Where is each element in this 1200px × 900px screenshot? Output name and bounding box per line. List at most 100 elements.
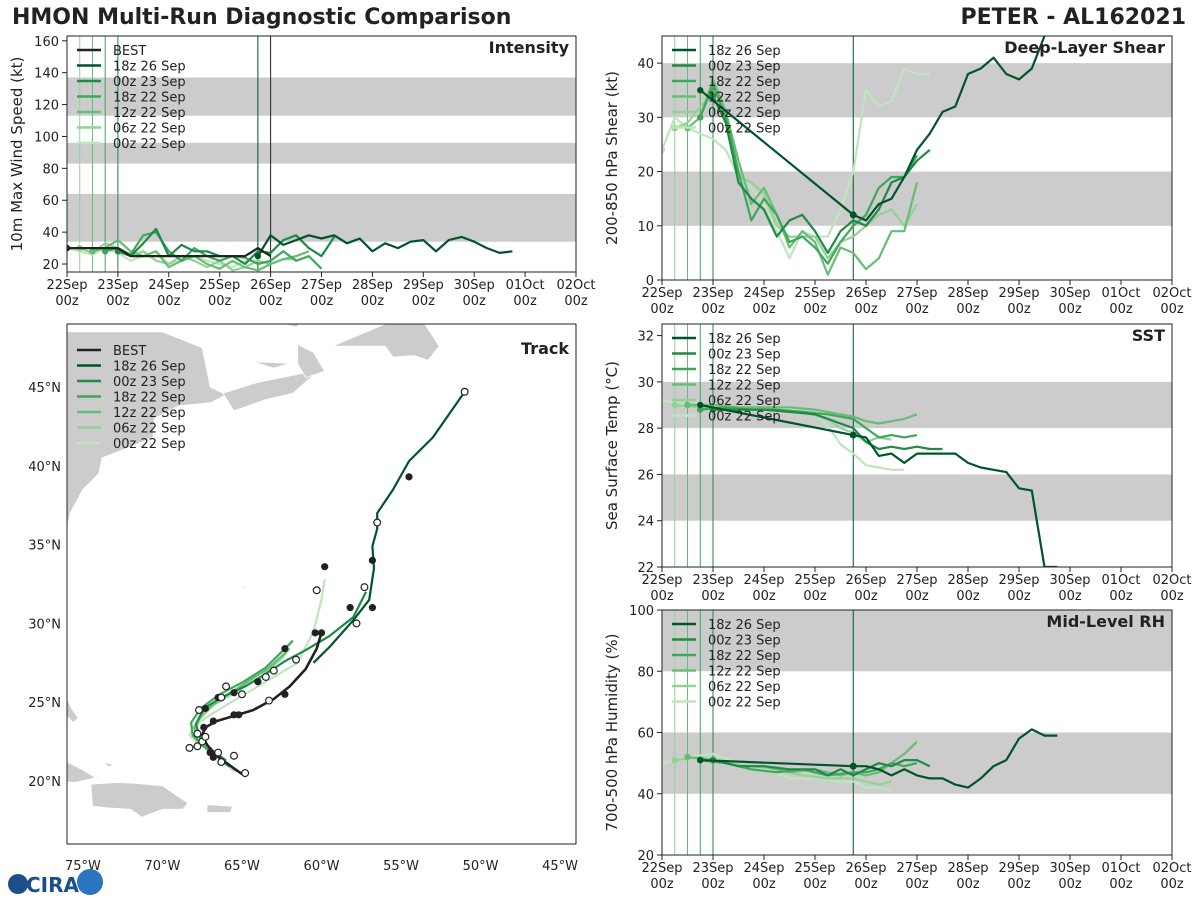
x-tick-hour-label: 00z — [803, 302, 827, 317]
y-tick-label: 10 — [637, 220, 654, 235]
legend-label: 18z 22 Sep — [113, 91, 186, 106]
x-tick-day-label: 02Oct — [556, 278, 595, 293]
legend-label: 00z 22 Sep — [708, 410, 781, 425]
y-tick-label: 40 — [637, 57, 654, 72]
x-tick-hour-label: 00z — [650, 589, 674, 604]
y-axis-label: Sea Surface Temp (°C) — [603, 361, 621, 530]
x-tick-day-label: 24Sep — [743, 861, 784, 876]
series-line-00z-23-sep — [712, 758, 931, 777]
track-point-filled — [254, 678, 262, 686]
track-point-filled — [209, 753, 217, 761]
logo-emblem-icon — [77, 869, 103, 895]
land-mass — [252, 361, 290, 369]
x-tick-hour-label: 00z — [1007, 589, 1031, 604]
panel-title: Track — [521, 339, 569, 358]
track-point-filled — [321, 563, 329, 571]
panel-rh: 2040608010022Sep00z23Sep00z24Sep00z25Sep… — [603, 604, 1192, 892]
x-tick-hour-label: 00z — [752, 589, 776, 604]
land-mass — [67, 331, 227, 529]
y-tick-label: 80 — [637, 665, 654, 680]
legend-label: BEST — [113, 44, 146, 59]
series-line-00z-22-sep — [662, 67, 930, 260]
legend-label: 06z 22 Sep — [708, 394, 781, 409]
x-tick-hour-label: 00z — [1160, 302, 1184, 317]
x-tick-day-label: 02Oct — [1152, 573, 1191, 588]
legend-label: 18z 22 Sep — [113, 391, 186, 406]
x-tick-day-label: 26Sep — [845, 573, 886, 588]
y-tick-label: 24 — [637, 515, 654, 530]
land-mass — [35, 806, 62, 817]
plot-area-intensity — [67, 36, 513, 272]
track-point-open — [292, 655, 301, 664]
x-tick-day-label: 30Sep — [1049, 286, 1090, 301]
y-tick-label: 80 — [42, 162, 59, 177]
series-line-18z-22-sep — [700, 759, 918, 777]
y-tick-label: 22 — [637, 561, 654, 576]
x-tick-hour-label: 00z — [956, 877, 980, 892]
lat-tick-label: 35°N — [28, 539, 61, 554]
legend-label: 00z 22 Sep — [708, 122, 781, 137]
y-tick-label: 30 — [637, 111, 654, 126]
x-tick-day-label: 24Sep — [743, 286, 784, 301]
land-mass — [67, 698, 79, 724]
legend-label: 12z 22 Sep — [113, 406, 186, 421]
track-point-filled — [281, 690, 289, 698]
legend-label: 06z 22 Sep — [708, 680, 781, 695]
shade-band — [662, 474, 1172, 521]
x-tick-day-label: 30Sep — [1049, 861, 1090, 876]
legend-label: 18z 26 Sep — [708, 618, 781, 633]
y-tick-label: 20 — [42, 258, 59, 273]
series-line-18z-26-sep — [256, 234, 513, 257]
x-tick-hour-label: 00z — [564, 294, 588, 309]
series-line-18z-26-sep — [699, 36, 1046, 222]
x-tick-hour-label: 00z — [361, 294, 385, 309]
series-start-point — [67, 244, 71, 252]
lon-tick-label: 60°W — [304, 859, 340, 874]
shade-band — [662, 610, 1172, 672]
legend-label: 06z 22 Sep — [113, 122, 186, 137]
track-point-open — [360, 583, 369, 592]
track-point-filled — [209, 717, 217, 725]
y-tick-label: 20 — [637, 166, 654, 181]
panel-intensity: 2040608010012014016022Sep00z23Sep00z24Se… — [8, 35, 596, 309]
series-line-00z-23-sep — [712, 95, 931, 254]
track-point-open — [237, 690, 246, 699]
x-tick-day-label: 28Sep — [352, 278, 393, 293]
lat-tick-label: 25°N — [28, 696, 61, 711]
current-point — [849, 762, 857, 770]
x-tick-hour-label: 00z — [106, 294, 130, 309]
x-tick-day-label: 30Sep — [1049, 573, 1090, 588]
series-line-00z-22-sep — [662, 752, 892, 792]
legend-label: 00z 23 Sep — [708, 348, 781, 363]
y-tick-label: 60 — [637, 727, 654, 742]
legend-label: 12z 22 Sep — [708, 91, 781, 106]
panel-shear: 01020304022Sep00z23Sep00z24Sep00z25Sep00… — [603, 35, 1192, 317]
x-tick-day-label: 25Sep — [794, 861, 835, 876]
legend-label: 00z 23 Sep — [113, 75, 186, 90]
y-tick-label: 26 — [637, 468, 654, 483]
x-tick-day-label: 30Sep — [454, 278, 495, 293]
legend-label: BEST — [113, 344, 146, 359]
x-tick-day-label: 01Oct — [1101, 573, 1140, 588]
legend-label: 18z 26 Sep — [708, 332, 781, 347]
x-tick-hour-label: 00z — [208, 294, 232, 309]
track-point-open — [222, 682, 231, 691]
x-tick-day-label: 22Sep — [46, 278, 87, 293]
series-start-point — [671, 401, 678, 409]
x-tick-day-label: 02Oct — [1152, 286, 1191, 301]
series-line-00z-23-sep — [713, 408, 943, 451]
panel-title: SST — [1132, 326, 1165, 345]
legend-label: 18z 22 Sep — [708, 363, 781, 378]
x-tick-day-label: 22Sep — [641, 861, 682, 876]
legend-label: 06z 22 Sep — [708, 106, 781, 121]
x-tick-day-label: 29Sep — [998, 573, 1039, 588]
x-tick-day-label: 24Sep — [148, 278, 189, 293]
x-tick-hour-label: 00z — [701, 589, 725, 604]
x-tick-hour-label: 00z — [701, 302, 725, 317]
series-line-best — [67, 247, 272, 258]
lon-tick-label: 55°W — [383, 859, 419, 874]
current-point — [849, 211, 857, 219]
lon-tick-label: 45°W — [542, 859, 578, 874]
